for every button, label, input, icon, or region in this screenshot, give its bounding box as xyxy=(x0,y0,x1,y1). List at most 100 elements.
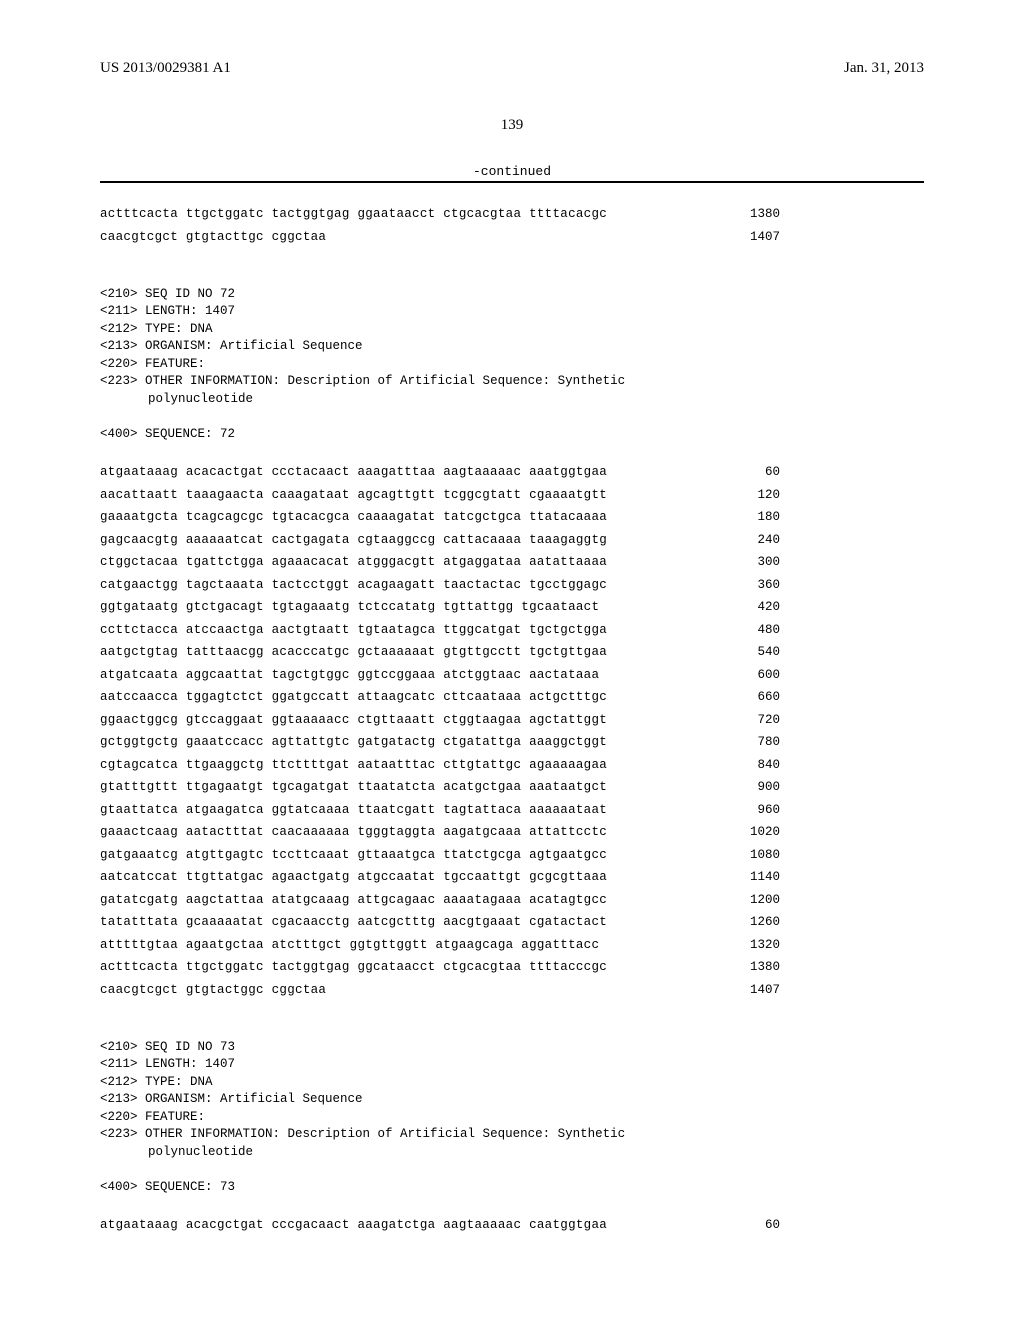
sequence-text: atgatcaata aggcaattat tagctgtggc ggtccgg… xyxy=(100,664,599,687)
sequence-text: atgaataaag acacactgat ccctacaact aaagatt… xyxy=(100,461,607,484)
document-header: US 2013/0029381 A1 Jan. 31, 2013 xyxy=(100,60,924,77)
sequence-position: 660 xyxy=(730,686,780,709)
sequence-position: 1380 xyxy=(730,203,780,226)
seq73-feature: <220> FEATURE: xyxy=(100,1110,205,1124)
sequence-position: 1407 xyxy=(730,226,780,249)
sequence-line: caacgtcgct gtgtacttgc cggctaa 1407 xyxy=(100,226,780,249)
sequence-position: 540 xyxy=(730,641,780,664)
sequence-text: gatgaaatcg atgttgagtc tccttcaaat gttaaat… xyxy=(100,844,607,867)
sequence-text: tatatttata gcaaaaatat cgacaacctg aatcgct… xyxy=(100,911,607,934)
sequence-line: atgaataaag acacgctgat cccgacaact aaagatc… xyxy=(100,1214,780,1237)
sequence-text: caacgtcgct gtgtacttgc cggctaa xyxy=(100,226,326,249)
sequence-text: actttcacta ttgctggatc tactggtgag ggaataa… xyxy=(100,203,607,226)
sequence-position: 900 xyxy=(730,776,780,799)
sequence-text: ctggctacaa tgattctgga agaaacacat atgggac… xyxy=(100,551,607,574)
sequence-position: 840 xyxy=(730,754,780,777)
publication-date: Jan. 31, 2013 xyxy=(844,60,924,77)
sequence-line: atgaataaag acacactgat ccctacaact aaagatt… xyxy=(100,461,780,484)
seq72-otherinfo2: polynucleotide xyxy=(100,392,253,406)
sequence-text: gatatcgatg aagctattaa atatgcaaag attgcag… xyxy=(100,889,607,912)
sequence-text: gagcaacgtg aaaaaatcat cactgagata cgtaagg… xyxy=(100,529,607,552)
sequence-position: 60 xyxy=(730,461,780,484)
seq72-id: <210> SEQ ID NO 72 xyxy=(100,287,235,301)
sequence-position: 1407 xyxy=(730,979,780,1002)
seq71-tail: actttcacta ttgctggatc tactggtgag ggaataa… xyxy=(100,203,924,248)
sequence-position: 780 xyxy=(730,731,780,754)
sequence-line: gatgaaatcg atgttgagtc tccttcaaat gttaaat… xyxy=(100,844,780,867)
sequence-position: 180 xyxy=(730,506,780,529)
seq72-sequence-label: <400> SEQUENCE: 72 xyxy=(100,427,235,441)
seq72-length: <211> LENGTH: 1407 xyxy=(100,304,235,318)
seq72-organism: <213> ORGANISM: Artificial Sequence xyxy=(100,339,363,353)
sequence-text: ccttctacca atccaactga aactgtaatt tgtaata… xyxy=(100,619,607,642)
sequence-line: gtaattatca atgaagatca ggtatcaaaa ttaatcg… xyxy=(100,799,780,822)
sequence-position: 1320 xyxy=(730,934,780,957)
sequence-line: gatatcgatg aagctattaa atatgcaaag attgcag… xyxy=(100,889,780,912)
seq73-otherinfo: <223> OTHER INFORMATION: Description of … xyxy=(100,1127,625,1141)
sequence-line: ggaactggcg gtccaggaat ggtaaaaacc ctgttaa… xyxy=(100,709,780,732)
sequence-text: aatccaacca tggagtctct ggatgccatt attaagc… xyxy=(100,686,607,709)
sequence-text: gaaactcaag aatactttat caacaaaaaa tgggtag… xyxy=(100,821,607,844)
sequence-position: 300 xyxy=(730,551,780,574)
sequence-text: aatcatccat ttgttatgac agaactgatg atgccaa… xyxy=(100,866,607,889)
sequence-line: gctggtgctg gaaatccacc agttattgtc gatgata… xyxy=(100,731,780,754)
page-number: 139 xyxy=(100,117,924,134)
sequence-position: 600 xyxy=(730,664,780,687)
continued-label: -continued xyxy=(100,164,924,179)
sequence-position: 1260 xyxy=(730,911,780,934)
seq73-sequence-label: <400> SEQUENCE: 73 xyxy=(100,1180,235,1194)
patent-number: US 2013/0029381 A1 xyxy=(100,60,231,77)
sequence-text: ggtgataatg gtctgacagt tgtagaaatg tctccat… xyxy=(100,596,599,619)
sequence-text: atgaataaag acacgctgat cccgacaact aaagatc… xyxy=(100,1214,607,1237)
sequence-line: cgtagcatca ttgaaggctg ttcttttgat aataatt… xyxy=(100,754,780,777)
sequence-line: gaaaatgcta tcagcagcgc tgtacacgca caaaaga… xyxy=(100,506,780,529)
seq73-metadata: <210> SEQ ID NO 73 <211> LENGTH: 1407 <2… xyxy=(100,1021,924,1196)
sequence-text: gctggtgctg gaaatccacc agttattgtc gatgata… xyxy=(100,731,607,754)
sequence-text: aatgctgtag tatttaacgg acacccatgc gctaaaa… xyxy=(100,641,607,664)
sequence-position: 1140 xyxy=(730,866,780,889)
sequence-position: 1200 xyxy=(730,889,780,912)
seq73-otherinfo2: polynucleotide xyxy=(100,1145,253,1159)
seq73-length: <211> LENGTH: 1407 xyxy=(100,1057,235,1071)
sequence-text: gaaaatgcta tcagcagcgc tgtacacgca caaaaga… xyxy=(100,506,607,529)
seq72-sequence: atgaataaag acacactgat ccctacaact aaagatt… xyxy=(100,461,924,1001)
sequence-line: gagcaacgtg aaaaaatcat cactgagata cgtaagg… xyxy=(100,529,780,552)
sequence-line: atttttgtaa agaatgctaa atctttgct ggtgttgg… xyxy=(100,934,780,957)
sequence-line: gaaactcaag aatactttat caacaaaaaa tgggtag… xyxy=(100,821,780,844)
seq72-feature: <220> FEATURE: xyxy=(100,357,205,371)
sequence-line: atgatcaata aggcaattat tagctgtggc ggtccgg… xyxy=(100,664,780,687)
sequence-position: 240 xyxy=(730,529,780,552)
seq73-type: <212> TYPE: DNA xyxy=(100,1075,213,1089)
sequence-line: aatccaacca tggagtctct ggatgccatt attaagc… xyxy=(100,686,780,709)
sequence-text: aacattaatt taaagaacta caaagataat agcagtt… xyxy=(100,484,607,507)
sequence-position: 480 xyxy=(730,619,780,642)
sequence-line: aacattaatt taaagaacta caaagataat agcagtt… xyxy=(100,484,780,507)
sequence-text: cgtagcatca ttgaaggctg ttcttttgat aataatt… xyxy=(100,754,607,777)
sequence-position: 720 xyxy=(730,709,780,732)
sequence-text: caacgtcgct gtgtactggc cggctaa xyxy=(100,979,326,1002)
sequence-line: aatcatccat ttgttatgac agaactgatg atgccaa… xyxy=(100,866,780,889)
sequence-position: 1080 xyxy=(730,844,780,867)
sequence-position: 360 xyxy=(730,574,780,597)
sequence-line: tatatttata gcaaaaatat cgacaacctg aatcgct… xyxy=(100,911,780,934)
sequence-text: gtatttgttt ttgagaatgt tgcagatgat ttaatat… xyxy=(100,776,607,799)
divider-line xyxy=(100,181,924,183)
seq73-organism: <213> ORGANISM: Artificial Sequence xyxy=(100,1092,363,1106)
sequence-line: caacgtcgct gtgtactggc cggctaa 1407 xyxy=(100,979,780,1002)
sequence-position: 60 xyxy=(730,1214,780,1237)
sequence-text: ggaactggcg gtccaggaat ggtaaaaacc ctgttaa… xyxy=(100,709,607,732)
seq73-sequence: atgaataaag acacgctgat cccgacaact aaagatc… xyxy=(100,1214,924,1237)
seq72-otherinfo: <223> OTHER INFORMATION: Description of … xyxy=(100,374,625,388)
seq72-type: <212> TYPE: DNA xyxy=(100,322,213,336)
sequence-text: gtaattatca atgaagatca ggtatcaaaa ttaatcg… xyxy=(100,799,607,822)
sequence-text: catgaactgg tagctaaata tactcctggt acagaag… xyxy=(100,574,607,597)
sequence-position: 1380 xyxy=(730,956,780,979)
sequence-position: 1020 xyxy=(730,821,780,844)
sequence-line: ccttctacca atccaactga aactgtaatt tgtaata… xyxy=(100,619,780,642)
sequence-line: ctggctacaa tgattctgga agaaacacat atgggac… xyxy=(100,551,780,574)
sequence-line: actttcacta ttgctggatc tactggtgag ggcataa… xyxy=(100,956,780,979)
sequence-line: aatgctgtag tatttaacgg acacccatgc gctaaaa… xyxy=(100,641,780,664)
sequence-line: catgaactgg tagctaaata tactcctggt acagaag… xyxy=(100,574,780,597)
sequence-line: actttcacta ttgctggatc tactggtgag ggaataa… xyxy=(100,203,780,226)
seq73-id: <210> SEQ ID NO 73 xyxy=(100,1040,235,1054)
